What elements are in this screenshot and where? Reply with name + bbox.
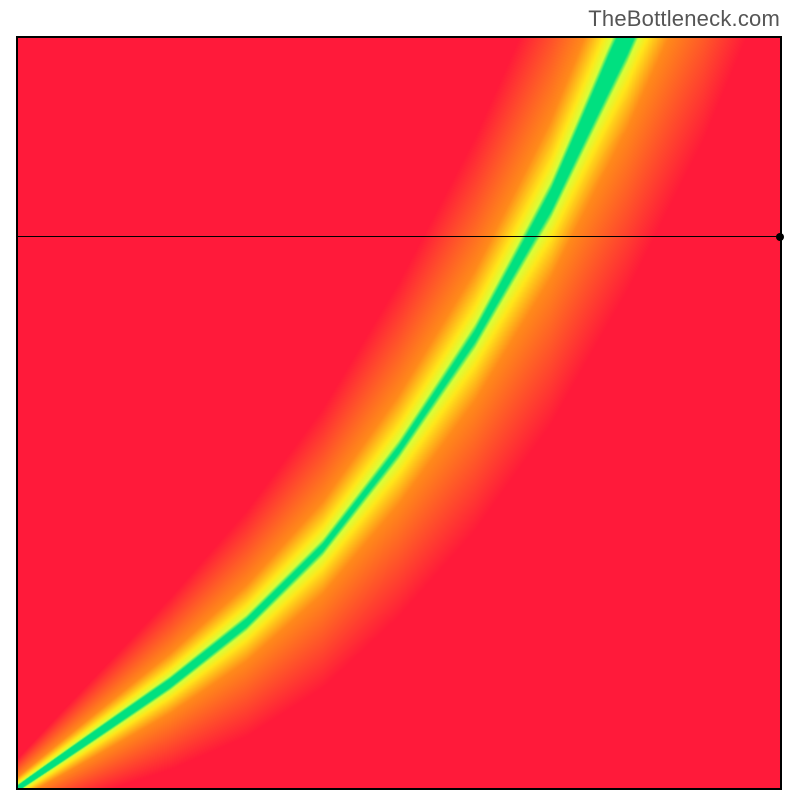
watermark-text: TheBottleneck.com (588, 6, 780, 32)
plot-frame (16, 36, 782, 790)
horizontal-marker-line (18, 236, 780, 237)
horizontal-marker-dot (776, 233, 784, 241)
